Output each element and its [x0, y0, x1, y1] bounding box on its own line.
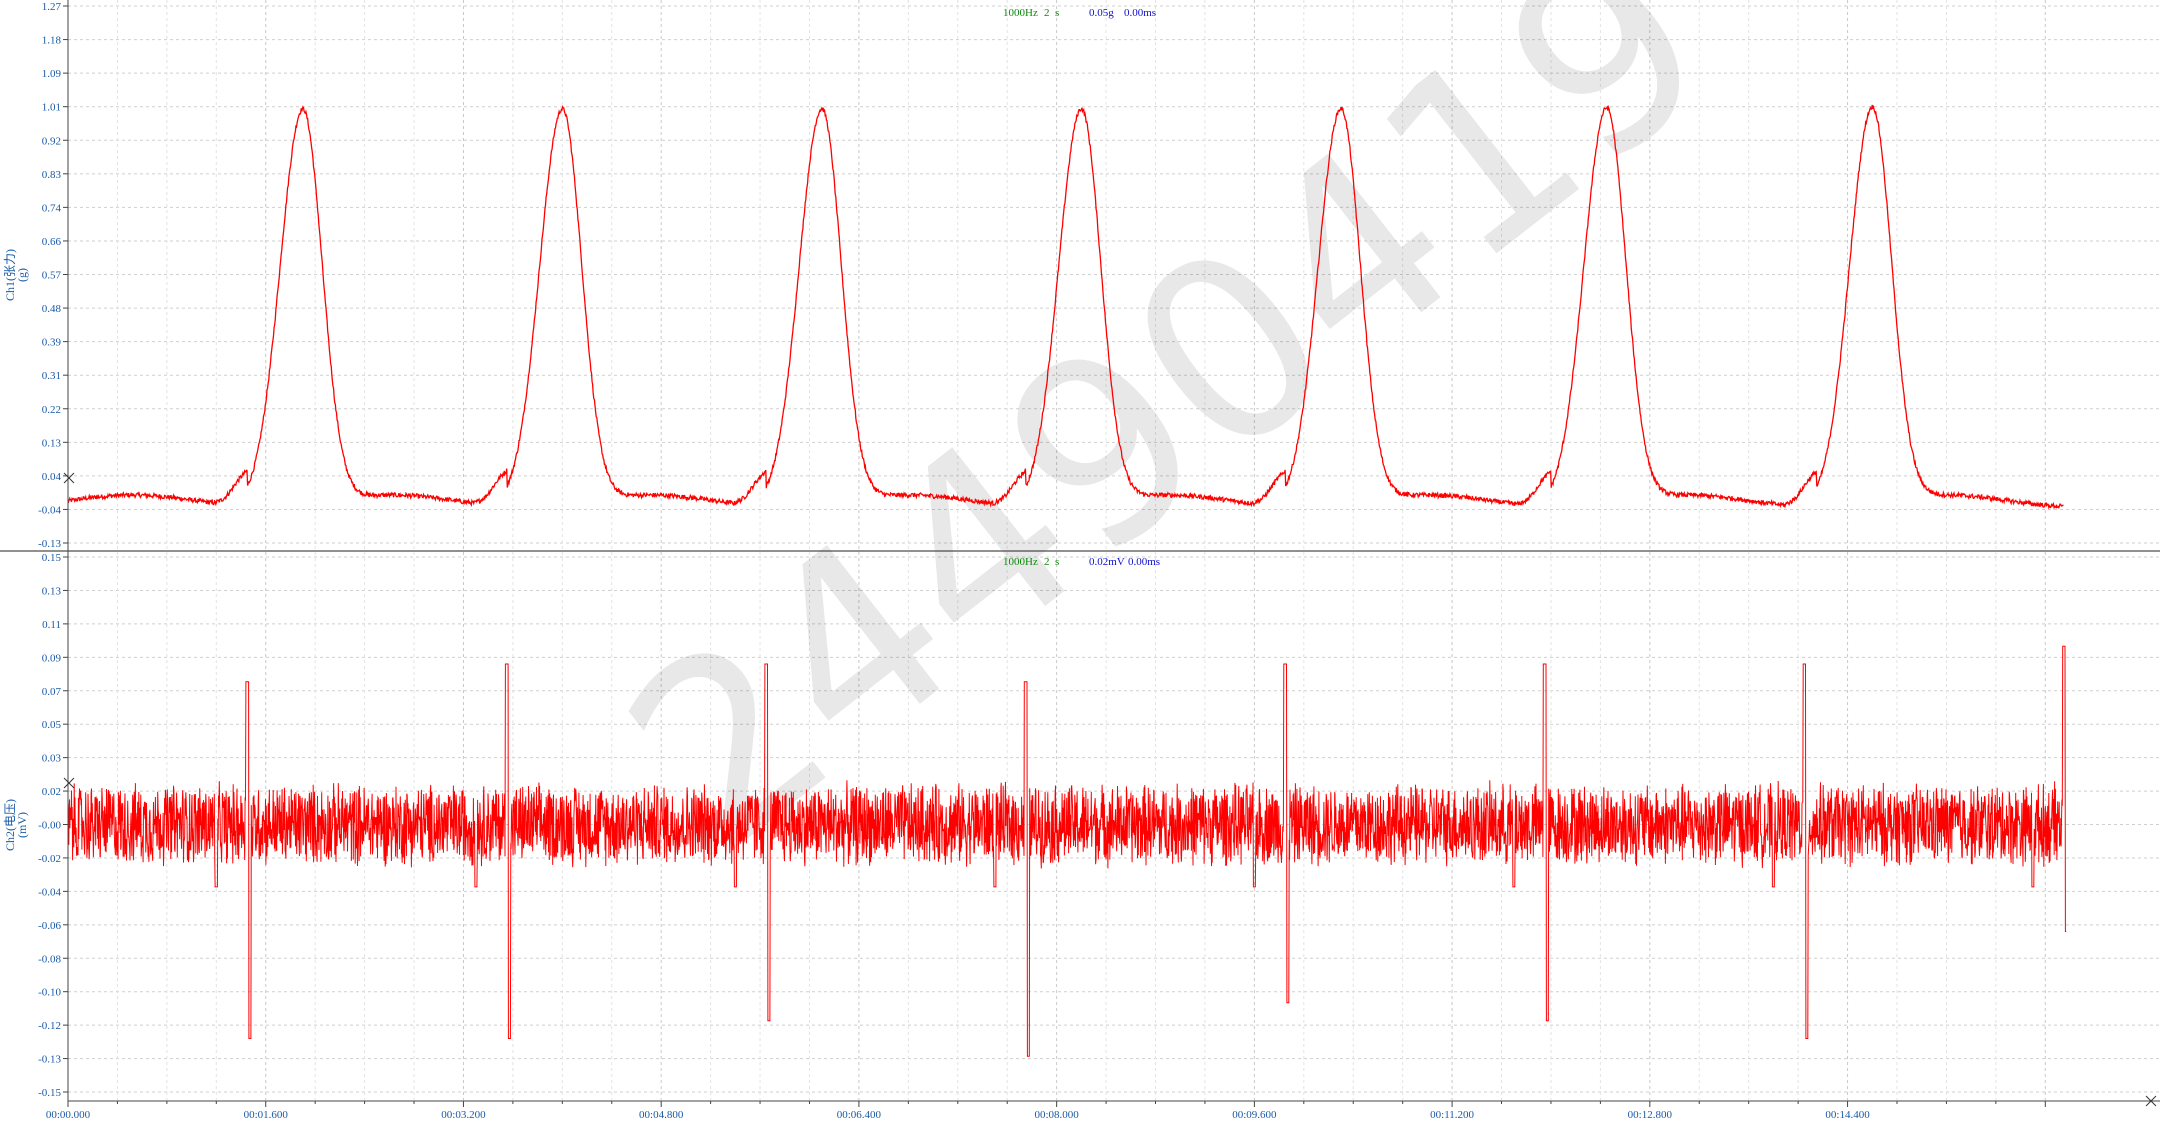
x-tick-label: 00:12.800: [1628, 1109, 1673, 1121]
y-tick-label: -0.04: [38, 886, 61, 898]
panel-1-window: 2 s: [1044, 7, 1059, 19]
panel-2-rate: 1000Hz: [1003, 556, 1038, 568]
y-tick-label: -0.12: [38, 1020, 61, 1032]
panel-1-rate: 1000Hz: [1003, 7, 1038, 19]
panel-1-scale: 0.05g: [1089, 7, 1114, 19]
y-tick-label: -0.13: [38, 538, 61, 550]
y-tick-label: 0.31: [42, 370, 61, 382]
y-tick-label: 0.04: [42, 471, 62, 483]
y-tick-label: 0.92: [42, 135, 61, 147]
x-tick-label: 00:08.000: [1034, 1109, 1079, 1121]
y-tick-label: 0.74: [42, 202, 62, 214]
y-tick-label: -0.02: [38, 853, 61, 865]
y-tick-label: 0.39: [42, 337, 62, 349]
y-tick-label: -0.00: [38, 820, 61, 832]
x-tick-label: 00:11.200: [1430, 1109, 1474, 1121]
y-tick-label: 0.03: [42, 753, 62, 765]
x-tick-label: 00:06.400: [837, 1109, 882, 1121]
y-tick-label: -0.04: [38, 504, 61, 516]
panel-2-window: 2 s: [1044, 556, 1059, 568]
y-tick-label: 0.66: [42, 236, 62, 248]
y-tick-label: -0.06: [38, 920, 61, 932]
time-axis-end-marker[interactable]: [2145, 1095, 2157, 1107]
x-tick-label: 00:04.800: [639, 1109, 684, 1121]
y-tick-label: 0.13: [42, 585, 62, 597]
y-tick-label: -0.08: [38, 953, 61, 965]
y-tick-label: 0.83: [42, 169, 62, 181]
panel-2-scale: 0.02mV: [1089, 556, 1125, 568]
panel-1-y-axis: 1.27 1.18 1.09 1.01 0.92 0.83 0.74 0.66 0.57 0.48…: [38, 1, 68, 550]
y-tick-label: 0.09: [42, 652, 62, 664]
y-tick-label: 0.48: [42, 303, 62, 315]
panel-1-trace: [67, 104, 2064, 510]
panel-2-trace: [67, 645, 2067, 1057]
x-tick-label: 00:03.200: [441, 1109, 486, 1121]
panel-2-status: 1000Hz 2 s 0.02mV 0.00ms: [1003, 556, 1160, 568]
panel-1-grid: [67, 0, 2160, 550]
panel-1-status: 1000Hz 2 s 0.05g 0.00ms: [1003, 7, 1156, 19]
panel-2-offset: 0.00ms: [1128, 556, 1160, 568]
y-tick-label: -0.15: [38, 1087, 61, 1099]
y-tick-label: 0.22: [42, 404, 61, 416]
y-tick-label: -0.10: [38, 987, 61, 999]
panel-2-y-axis: 0.15 0.13 0.11 0.09 0.07 0.05 0.03 0.02 -0.00 -0.…: [38, 552, 68, 1099]
panel-2-cursor-marker[interactable]: [63, 777, 75, 789]
panel-1-offset: 0.00ms: [1124, 7, 1156, 19]
panel-1-cursor-marker[interactable]: [63, 472, 75, 484]
panel-1-channel-label: Ch1(张力): [3, 249, 17, 301]
x-tick-label: 00:00.000: [46, 1109, 91, 1121]
y-tick-label: 1.01: [42, 102, 61, 114]
y-tick-label: 0.13: [42, 437, 62, 449]
y-tick-label: 0.07: [42, 686, 62, 698]
panel-2-unit-label: (mV): [15, 812, 29, 838]
y-tick-label: 1.27: [42, 1, 62, 13]
y-tick-label: -0.13: [38, 1054, 61, 1066]
x-tick-label: 00:09.600: [1232, 1109, 1277, 1121]
x-tick-label: 00:01.600: [244, 1109, 289, 1121]
y-tick-label: 0.05: [42, 719, 62, 731]
y-tick-label: 0.57: [42, 270, 62, 282]
y-tick-label: 1.18: [42, 35, 62, 47]
y-tick-label: 0.15: [42, 552, 62, 564]
x-tick-label: 00:14.400: [1825, 1109, 1870, 1121]
panel-1-unit-label: (g): [15, 268, 29, 282]
y-tick-label: 0.02: [42, 786, 61, 798]
time-axis: 00:00.000 00:01.600 00:03.200 00:04.800 00:0…: [46, 1101, 2046, 1121]
y-tick-label: 1.09: [42, 68, 62, 80]
panel-2-channel-label: Ch2(电压): [3, 799, 17, 851]
y-tick-label: 0.11: [42, 619, 61, 631]
